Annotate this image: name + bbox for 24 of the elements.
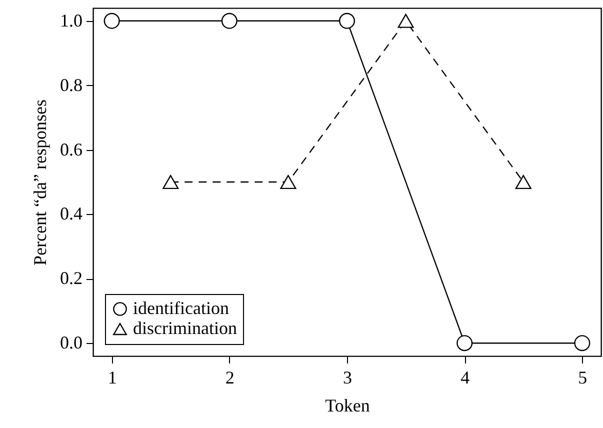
- y-axis-title: Percent “da” responses: [30, 100, 50, 266]
- point: [338, 12, 356, 29]
- x-tick-label: 2: [225, 368, 234, 388]
- y-tick-label: 0.0: [60, 332, 82, 353]
- x-tick-label: 3: [343, 368, 352, 388]
- y-tick-label: 1.0: [60, 10, 82, 30]
- x-tick-label: 1: [108, 368, 117, 388]
- legend-label: identification: [133, 298, 229, 318]
- point: [221, 12, 238, 29]
- y-tick-label: 0.8: [60, 74, 82, 95]
- y-tick-label: 0.2: [60, 268, 82, 288]
- point: [398, 14, 414, 28]
- point: [456, 335, 473, 352]
- point: [162, 174, 179, 190]
- point: [574, 335, 590, 352]
- point: [280, 174, 296, 190]
- point: [515, 174, 532, 190]
- y-tick-label: 0.4: [60, 204, 82, 224]
- legend-label: discrimination: [133, 318, 237, 338]
- point: [104, 12, 120, 29]
- y-tick-label: 0.6: [60, 139, 82, 160]
- x-axis-title: Token: [325, 396, 370, 416]
- x-tick-label: 4: [460, 368, 470, 388]
- x-tick-label: 5: [578, 368, 588, 388]
